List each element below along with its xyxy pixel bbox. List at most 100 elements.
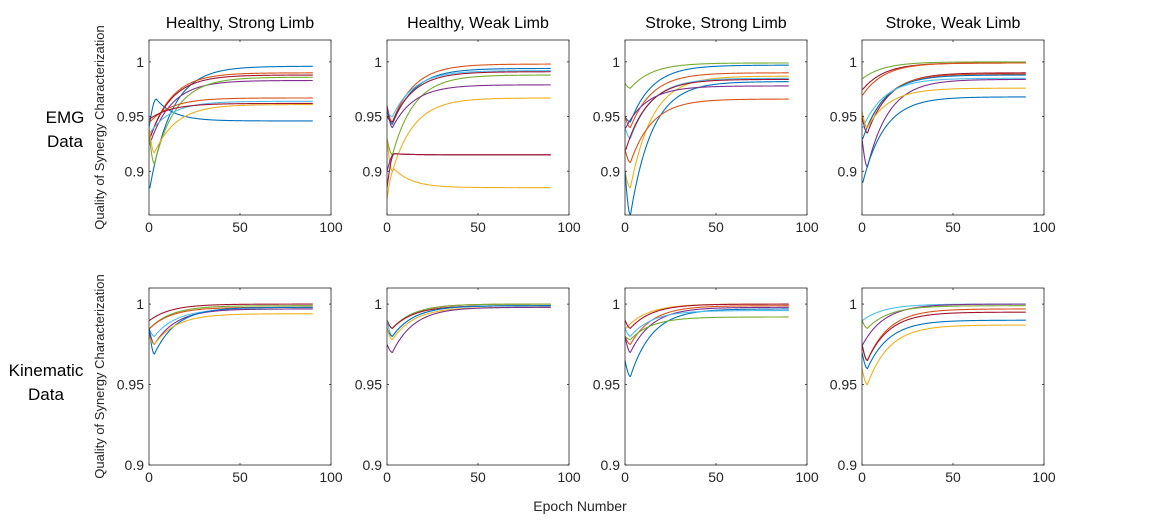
series-line-2 (149, 305, 313, 329)
subplot-7: 0 50 100 0.9 0.95 1 (593, 287, 819, 485)
subplot-6: 0 50 100 0.9 0.95 1 (355, 287, 581, 485)
series-line-4 (862, 308, 1026, 362)
y-tick-label: 0.9 (363, 163, 383, 179)
subplot-title: Healthy, Strong Limb (166, 15, 314, 32)
plot-area (387, 40, 569, 215)
series-line-7 (625, 81, 789, 215)
series-line-6 (862, 319, 1026, 370)
series-line-1 (862, 61, 1026, 79)
series-group (862, 303, 1026, 386)
y-tick-label: 0.9 (838, 163, 858, 179)
series-line-6 (625, 78, 789, 150)
subplot-5: 0 50 100 0.9 0.95 1 Quality of Synergy Charact… (92, 274, 343, 485)
y-tick-label: 1 (849, 296, 857, 312)
series-line-2 (862, 303, 1026, 345)
y-tick-label: 0.9 (125, 163, 145, 179)
series-line-3 (387, 70, 551, 118)
y-tick-label: 1 (136, 296, 144, 312)
row-label-kinematic-line1: Kinematic (8, 361, 84, 380)
series-line-1 (149, 303, 313, 321)
x-tick-label: 0 (621, 469, 629, 485)
plot-area (149, 40, 331, 215)
series-line-8 (862, 78, 1026, 168)
series-line-6 (149, 76, 313, 165)
series-line-7 (862, 77, 1026, 129)
series-line-10 (862, 96, 1026, 183)
series-line-4 (149, 74, 313, 139)
series-group (862, 61, 1026, 183)
series-group (149, 303, 313, 355)
series-line-1 (149, 65, 313, 189)
series-line-7 (387, 306, 551, 353)
series-line-2 (387, 67, 551, 125)
y-tick-label: 0.9 (601, 163, 621, 179)
row-label-kinematic: Kinematic Data (0, 359, 92, 407)
y-tick-label: 0.9 (601, 457, 621, 473)
x-tick-label: 0 (621, 219, 629, 235)
y-tick-label: 0.95 (117, 377, 144, 393)
series-line-5 (862, 311, 1026, 362)
series-line-3 (862, 305, 1026, 329)
subplot-1: 0 50 100 0.9 0.95 1 Healthy, Strong Limb Qualit… (92, 15, 343, 235)
series-group (149, 65, 313, 189)
x-tick-label: 0 (858, 219, 866, 235)
series-line-1 (387, 63, 551, 123)
y-axis-label: Quality of Synergy Characterization (92, 25, 107, 229)
row-label-kinematic-line2: Data (28, 385, 64, 404)
x-tick-label: 100 (1032, 469, 1056, 485)
series-line-6 (862, 74, 1026, 139)
subplot-2: 0 50 100 0.9 0.95 1 Healthy, Weak Limb (355, 15, 581, 235)
series-line-7 (149, 97, 313, 123)
series-line-8 (149, 100, 313, 134)
x-tick-label: 100 (795, 219, 819, 235)
series-group (387, 303, 551, 353)
x-tick-label: 50 (945, 219, 961, 235)
series-line-9 (625, 98, 789, 164)
series-line-9 (149, 102, 313, 120)
series-line-5 (149, 79, 313, 145)
x-tick-label: 50 (470, 219, 486, 235)
x-tick-label: 50 (470, 469, 486, 485)
y-axis-label: Quality of Synergy Characterization (92, 274, 107, 478)
series-line-8 (625, 85, 789, 129)
series-group (625, 303, 789, 378)
subplot-3: 0 50 100 0.9 0.95 1 Stroke, Strong Limb (593, 15, 819, 235)
x-tick-label: 100 (1032, 219, 1056, 235)
row-label-emg-line1: EMG (45, 108, 85, 127)
plot-area (625, 288, 807, 465)
series-line-6 (625, 310, 789, 337)
subplot-4: 0 50 100 0.9 0.95 1 Stroke, Weak Limb (830, 15, 1056, 235)
x-tick-label: 0 (145, 219, 153, 235)
x-tick-label: 100 (557, 469, 581, 485)
y-tick-label: 0.9 (125, 457, 145, 473)
y-tick-label: 0.95 (117, 109, 144, 125)
y-tick-label: 1 (612, 296, 620, 312)
y-tick-label: 0.95 (593, 377, 620, 393)
series-line-4 (625, 306, 789, 354)
y-tick-label: 1 (849, 54, 857, 70)
series-line-4 (862, 72, 1026, 134)
series-line-1 (625, 62, 789, 89)
y-tick-label: 0.95 (830, 377, 857, 393)
y-tick-label: 1 (136, 54, 144, 70)
series-line-7 (149, 313, 313, 345)
x-tick-label: 0 (858, 469, 866, 485)
series-line-9 (862, 87, 1026, 129)
subplot-title: Stroke, Strong Limb (645, 15, 787, 32)
series-line-3 (149, 72, 313, 139)
series-line-2 (625, 303, 789, 329)
series-line-7 (625, 316, 789, 341)
series-line-10 (149, 104, 313, 154)
series-line-10 (387, 168, 551, 199)
series-line-9 (387, 153, 551, 188)
x-tick-label: 50 (232, 469, 248, 485)
x-tick-label: 100 (319, 219, 343, 235)
x-tick-label: 50 (708, 219, 724, 235)
x-axis-label: Epoch Number (533, 498, 627, 514)
series-line-2 (387, 303, 551, 329)
series-line-2 (149, 98, 313, 128)
series-line-6 (387, 84, 551, 129)
y-tick-label: 0.9 (838, 457, 858, 473)
y-tick-label: 0.95 (593, 109, 620, 125)
